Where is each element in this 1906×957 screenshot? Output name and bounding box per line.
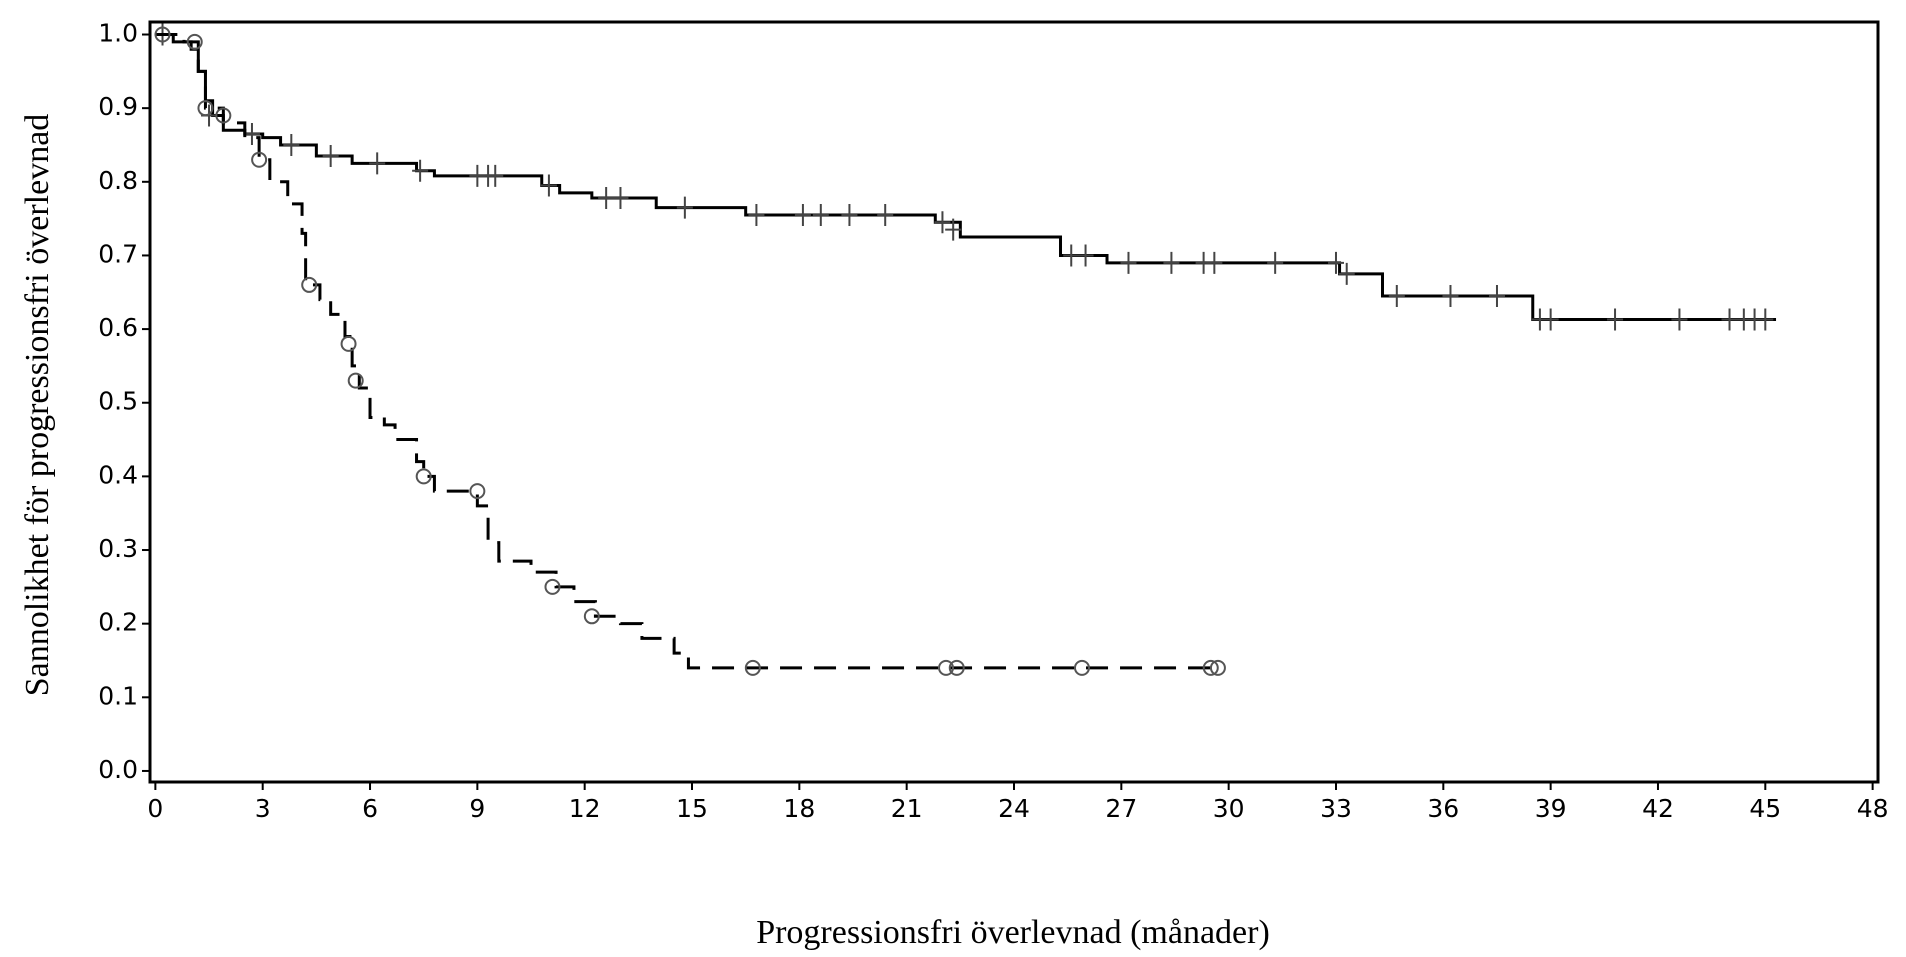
x-tick-label: 33 <box>1320 794 1352 823</box>
censor-mark <box>1120 251 1137 274</box>
censor-mark <box>215 107 232 124</box>
censor-mark <box>1267 251 1284 274</box>
censor-mark <box>1671 308 1688 331</box>
x-axis-label: Progressionsfri överlevnad (månader) <box>756 914 1270 951</box>
censor-mark <box>1202 659 1219 676</box>
censor-mark <box>1063 244 1080 267</box>
y-tick-label: 0.4 <box>98 460 138 489</box>
censor-mark <box>197 100 214 117</box>
censor-mark <box>812 203 829 226</box>
censor-mark <box>1607 308 1624 331</box>
censor-mark <box>1442 284 1459 307</box>
x-tick-label: 18 <box>783 794 815 823</box>
y-tick-label: 0.3 <box>98 534 138 563</box>
x-tick-label: 39 <box>1535 794 1567 823</box>
x-tick-label: 42 <box>1642 794 1674 823</box>
censor-mark <box>948 659 965 676</box>
x-tick-label: 45 <box>1749 794 1781 823</box>
censor-mark <box>1542 308 1559 331</box>
censor-mark <box>877 203 894 226</box>
y-tick-label: 0.8 <box>98 166 138 195</box>
censor-mark <box>1757 308 1774 331</box>
censor-mark <box>1206 251 1223 274</box>
y-tick-label: 0.9 <box>98 92 138 121</box>
y-tick-label: 0.2 <box>98 608 138 637</box>
censor-mark <box>412 159 429 182</box>
censor-mark <box>938 659 955 676</box>
censor-mark <box>1327 251 1344 274</box>
censor-mark <box>340 335 357 352</box>
censor-mark <box>1163 251 1180 274</box>
censor-mark <box>283 133 300 156</box>
censor-mark <box>243 122 260 145</box>
x-tick-label: 15 <box>676 794 708 823</box>
censor-mark <box>612 187 629 210</box>
y-tick-label: 0.7 <box>98 239 138 268</box>
survival-curve <box>155 33 1777 322</box>
plot-frame <box>148 20 1880 784</box>
x-tick-label: 24 <box>998 794 1030 823</box>
y-tick-label: 1.0 <box>98 19 138 48</box>
censor-mark <box>154 26 171 43</box>
censor-mark <box>598 187 615 210</box>
x-tick-label: 9 <box>469 794 485 823</box>
censor-mark <box>487 164 504 187</box>
censor-mark <box>841 203 858 226</box>
censor-mark <box>1721 308 1738 331</box>
y-tick-label: 0.6 <box>98 313 138 342</box>
x-tick-label: 48 <box>1857 794 1889 823</box>
y-axis-label: Sannolikhet för progressionsfri överlevn… <box>19 114 56 697</box>
censor-mark <box>415 468 432 485</box>
censor-mark <box>1077 244 1094 267</box>
censor-mark <box>544 578 561 595</box>
censor-mark <box>934 211 951 234</box>
y-tick-label: 0.0 <box>98 755 138 784</box>
censor-mark <box>945 218 962 241</box>
censor-mark <box>676 196 693 219</box>
survival-curve <box>155 33 1218 670</box>
censor-mark <box>583 608 600 625</box>
x-tick-label: 21 <box>891 794 923 823</box>
x-tick-label: 3 <box>255 794 271 823</box>
censor-mark <box>794 203 811 226</box>
y-tick-label: 0.1 <box>98 681 138 710</box>
censor-mark <box>347 372 364 389</box>
x-tick-label: 0 <box>147 794 163 823</box>
censor-mark <box>1388 284 1405 307</box>
censor-mark <box>469 483 486 500</box>
censor-mark <box>1073 659 1090 676</box>
x-tick-label: 30 <box>1213 794 1245 823</box>
censor-mark <box>744 659 761 676</box>
censor-mark <box>748 203 765 226</box>
censor-mark <box>1488 284 1505 307</box>
x-tick-label: 6 <box>362 794 378 823</box>
x-tick-label: 12 <box>569 794 601 823</box>
censor-mark <box>1338 262 1355 285</box>
x-tick-label: 27 <box>1105 794 1137 823</box>
censor-mark <box>369 152 386 175</box>
censor-mark <box>1209 659 1226 676</box>
censor-mark <box>540 174 557 197</box>
censor-mark <box>322 145 339 168</box>
censor-mark <box>301 276 318 293</box>
x-tick-label: 36 <box>1427 794 1459 823</box>
censor-mark <box>251 151 268 168</box>
y-tick-label: 0.5 <box>98 387 138 416</box>
censor-mark <box>186 33 203 50</box>
